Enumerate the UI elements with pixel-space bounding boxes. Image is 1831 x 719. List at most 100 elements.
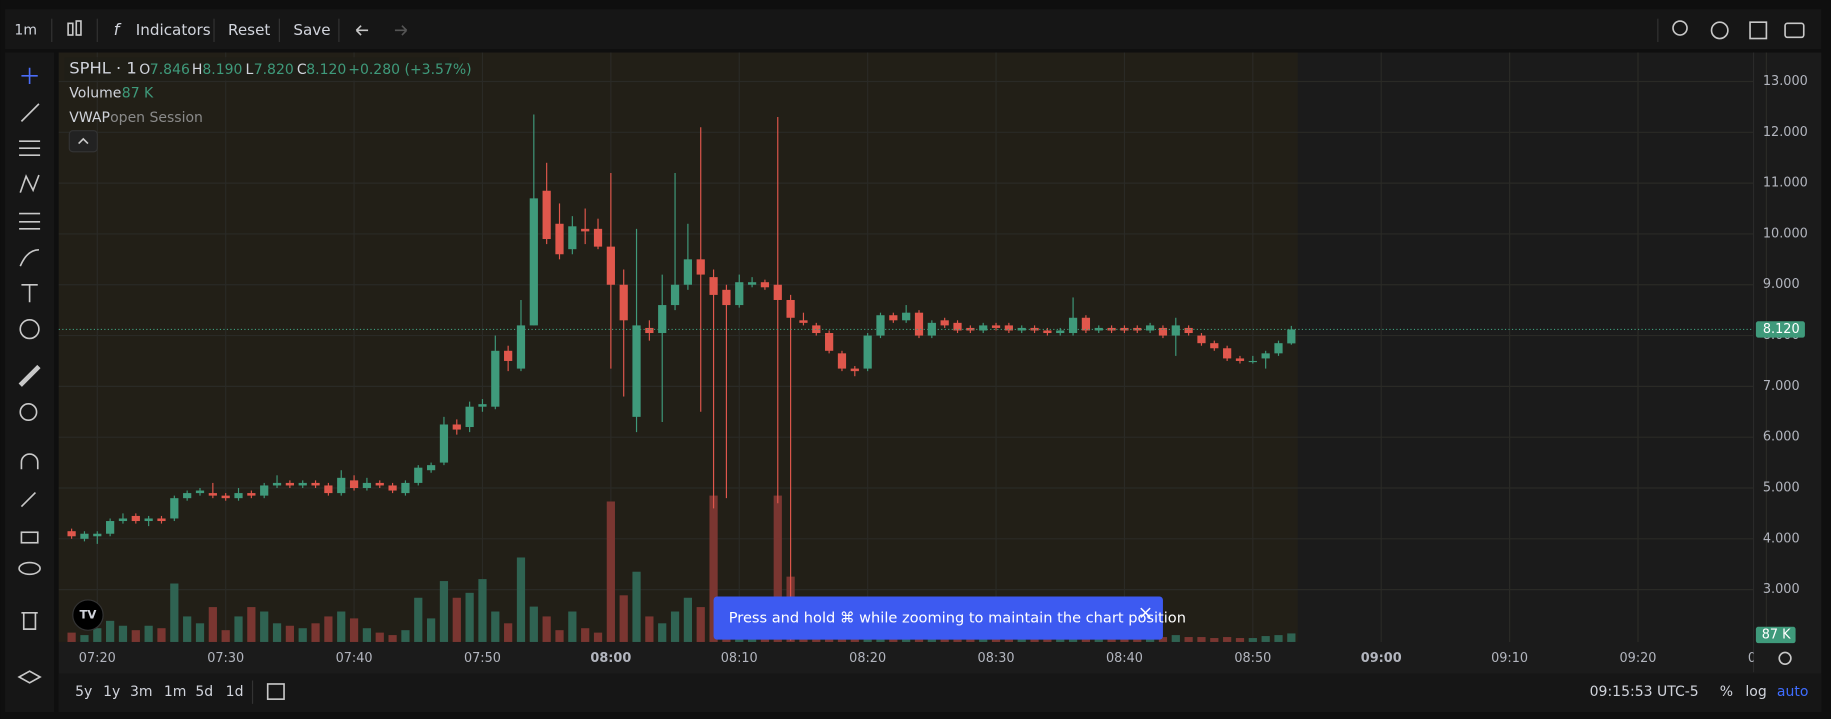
ruler-tool[interactable] [18, 364, 41, 387]
volume-bar [427, 618, 436, 642]
x-tick-label: 07:50 [464, 651, 501, 666]
x-tick-label: 07:40 [336, 651, 373, 666]
fullscreen-icon[interactable] [1749, 21, 1768, 40]
candle-body [940, 320, 949, 326]
candle-body [747, 282, 757, 285]
volume-bar [606, 501, 615, 642]
auto-toggle[interactable]: auto [1777, 684, 1809, 700]
toast [713, 596, 1163, 640]
candle-body [1107, 327, 1116, 331]
candle-body [349, 480, 359, 488]
undo-button[interactable] [355, 25, 369, 36]
volume-bar [1235, 638, 1245, 642]
text-tool[interactable] [21, 283, 38, 303]
screenshot-icon[interactable] [1784, 22, 1805, 39]
x-tick-label: 09:00 [1361, 651, 1402, 666]
search-icon[interactable] [1672, 20, 1688, 36]
volume-bar [375, 632, 384, 642]
lock-draw-tool[interactable] [20, 491, 37, 508]
volume-bar [349, 618, 359, 642]
save-button[interactable]: Save [293, 21, 330, 39]
toast-close[interactable] [1140, 607, 1151, 618]
volume-bar [183, 616, 192, 642]
range-button[interactable]: 1y [103, 684, 120, 700]
volume-bar [131, 630, 140, 642]
redo-button[interactable] [394, 25, 408, 36]
range-button[interactable]: 1d [226, 684, 244, 700]
volume-bar [247, 607, 256, 642]
candle-body [889, 315, 898, 321]
volume-bar [157, 628, 166, 642]
x-tick-label: 09:20 [1620, 651, 1657, 666]
log-toggle[interactable]: log [1745, 684, 1766, 700]
candle-body [375, 482, 384, 486]
volume-bar [658, 623, 667, 642]
candle-body [478, 404, 487, 407]
candle-body [401, 482, 410, 494]
chart-type-icon[interactable] [67, 20, 82, 36]
indicators-button[interactable]: Indicators [136, 21, 211, 39]
goto-date[interactable] [266, 683, 285, 700]
range-button[interactable]: 1m [164, 684, 187, 700]
range-button[interactable]: 5y [75, 684, 92, 700]
fib-tool[interactable] [19, 140, 41, 157]
last-price-label: 8.120 [1763, 322, 1800, 337]
settings-icon[interactable] [1710, 21, 1729, 40]
y-tick-label: 7.000 [1763, 379, 1800, 394]
y-tick-label: 4.000 [1763, 531, 1800, 546]
left-toolbar [5, 52, 55, 712]
collapse-icon [78, 137, 89, 145]
pattern-tool[interactable] [19, 174, 40, 193]
layers-tool[interactable] [17, 670, 42, 684]
trendline-tool[interactable] [20, 103, 40, 122]
percent-toggle[interactable]: % [1720, 684, 1733, 700]
reset-button[interactable]: Reset [228, 21, 270, 39]
volume-bar [555, 630, 564, 642]
y-tick-label: 6.000 [1763, 430, 1800, 445]
x-tick-label: 08:20 [849, 651, 886, 666]
emoji-tool[interactable] [19, 318, 40, 340]
candle-body [247, 493, 256, 496]
candle-body [118, 518, 128, 522]
candle-body [221, 495, 230, 499]
volume-bar [260, 611, 269, 642]
interval-button[interactable]: 1m [14, 22, 37, 38]
volume-bar [619, 595, 628, 642]
candle-body [593, 228, 603, 247]
y-tick-label: 9.000 [1763, 277, 1800, 292]
volume-bar [773, 495, 782, 642]
candle-body [632, 325, 641, 417]
volume-bar [529, 606, 538, 642]
crosshair-tool[interactable] [21, 67, 38, 85]
candle-body [735, 282, 744, 306]
logo[interactable] [72, 599, 104, 631]
magnet-tool[interactable] [20, 453, 39, 470]
brush-tool[interactable] [19, 248, 39, 267]
legend-value: 8.190 [202, 62, 242, 78]
axis-settings[interactable] [1778, 651, 1792, 665]
range-button[interactable]: 3m [130, 684, 153, 700]
candle-body [1287, 329, 1296, 344]
candle-body [1274, 343, 1283, 354]
volume-bar [221, 630, 230, 642]
candle-body [1004, 325, 1013, 331]
trash-tool[interactable] [21, 611, 38, 630]
candle-body [825, 333, 834, 351]
projection-tool[interactable] [19, 212, 41, 230]
candle-body [529, 198, 538, 326]
candle-body [67, 531, 76, 537]
volume-bar [645, 616, 654, 642]
hide-tool[interactable] [18, 561, 41, 576]
volume-bar [1210, 638, 1219, 642]
volume-bar [234, 616, 243, 642]
volume-bar [465, 592, 474, 642]
collapse-legend[interactable] [68, 130, 98, 153]
volume-bar [388, 635, 397, 642]
lock-tool[interactable] [20, 531, 39, 544]
volume-bar [632, 571, 641, 642]
zoom-tool[interactable] [19, 403, 38, 422]
candle-body [658, 305, 667, 334]
range-button[interactable]: 5d [195, 684, 213, 700]
volume-bar [478, 579, 487, 642]
